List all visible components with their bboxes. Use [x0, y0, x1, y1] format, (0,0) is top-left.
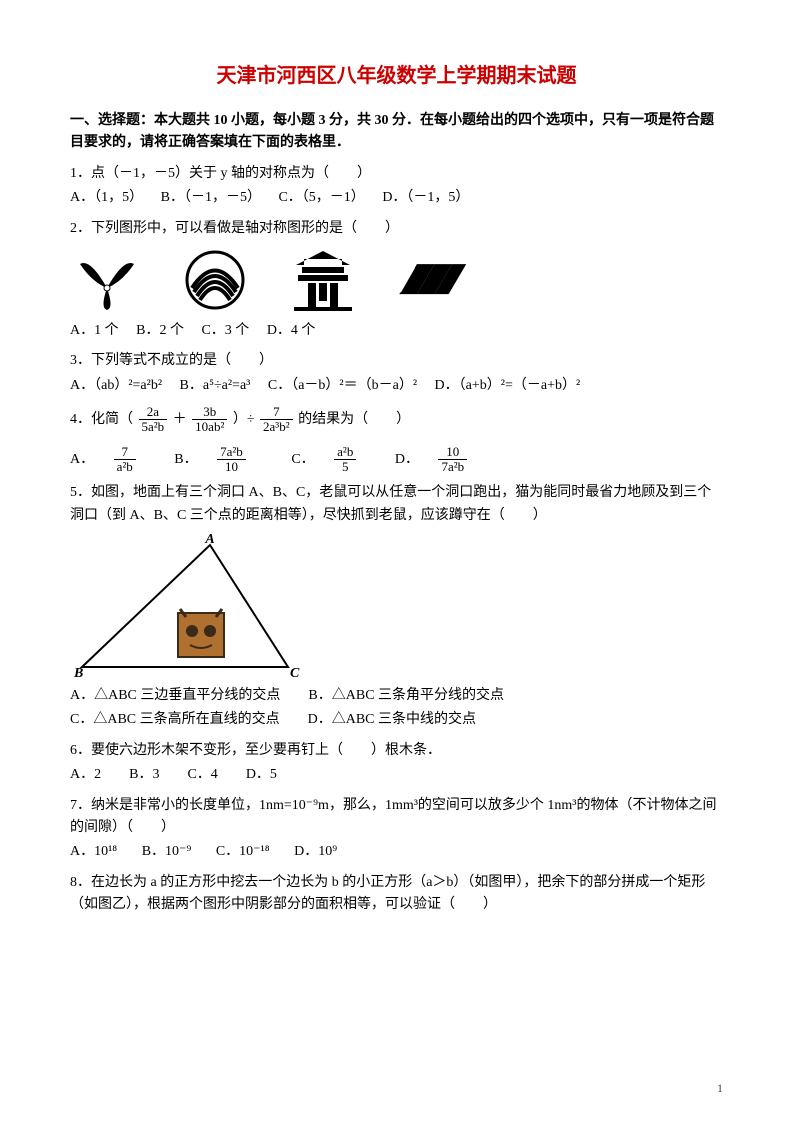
q4-opt-b-label: B．	[174, 452, 197, 467]
q5-options-row1: A．△ABC 三边垂直平分线的交点 B．△ABC 三条角平分线的交点	[70, 685, 723, 707]
q7-stem: 7．纳米是非常小的长度单位，1nm=10⁻⁹m，那么，1mm³的空间可以放多少个…	[70, 795, 723, 840]
q2-opt-d: D．4 个	[267, 323, 316, 338]
q5-opt-d: D．△ABC 三条中线的交点	[308, 712, 476, 727]
q4-opt-a: 7a²b	[114, 445, 150, 475]
q5-figure: A B C	[70, 533, 300, 683]
q6-opt-b: B．3	[129, 767, 159, 782]
q6-options: A．2 B．3 C．4 D．5	[70, 764, 723, 786]
q2-options: A．1 个 B．2 个 C．3 个 D．4 个	[70, 320, 723, 342]
q7-opt-b: B．10⁻⁹	[142, 844, 192, 859]
q2-opt-a: A．1 个	[70, 323, 119, 338]
q2-opt-b: B．2 个	[136, 323, 184, 338]
q6-opt-c: C．4	[187, 767, 217, 782]
section-heading: 一、选择题：本大题共 10 小题，每小题 3 分，共 30 分．在每小题给出的四…	[70, 110, 723, 155]
q4-stem-post: 的结果为（ ）	[298, 412, 410, 427]
q4-stem-mid: ）÷	[233, 412, 255, 427]
question-5: 5．如图，地面上有三个洞口 A、B、C，老鼠可以从任意一个洞口跑出，猫为能同时最…	[70, 482, 723, 732]
question-8: 8．在边长为 a 的正方形中挖去一个边长为 b 的小正方形（a＞b）（如图甲），…	[70, 872, 723, 917]
tri-label-a: A	[204, 533, 214, 547]
q4-opt-c: a²b5	[334, 445, 370, 475]
q4-frac-1: 2a5a²b	[139, 405, 168, 435]
q4-stem-pre: 4．化简（	[70, 412, 133, 427]
q7-opt-c: C．10⁻¹⁸	[216, 844, 270, 859]
q4-frac-3: 72a³b²	[260, 405, 293, 435]
tri-label-b: B	[73, 666, 83, 681]
q6-opt-a: A．2	[70, 767, 101, 782]
q1-opt-a: A．（1，5）	[70, 190, 143, 205]
question-7: 7．纳米是非常小的长度单位，1nm=10⁻⁹m，那么，1mm³的空间可以放多少个…	[70, 795, 723, 864]
q5-opt-c: C．△ABC 三条高所在直线的交点	[70, 712, 280, 727]
q3-stem: 3．下列等式不成立的是（ ）	[70, 350, 723, 372]
q3-opt-c: C．（a－b）²＝（b－a）²	[268, 378, 417, 393]
q2-figures	[70, 246, 723, 314]
question-2: 2．下列图形中，可以看做是轴对称图形的是（ ）	[70, 218, 723, 343]
q3-options: A．（ab）²=a²b² B．a⁵÷a²=a³ C．（a－b）²＝（b－a）² …	[70, 375, 723, 397]
q2-fig-2	[178, 246, 252, 314]
q1-opt-c: C．（5，－1）	[278, 190, 364, 205]
q7-options: A．10¹⁸ B．10⁻⁹ C．10⁻¹⁸ D．10⁹	[70, 841, 723, 863]
q5-options-row2: C．△ABC 三条高所在直线的交点 D．△ABC 三条中线的交点	[70, 709, 723, 731]
q1-opt-d: D．（－1，5）	[382, 190, 469, 205]
q6-stem: 6．要使六边形木架不变形，至少要再钉上（ ）根木条．	[70, 740, 723, 762]
question-3: 3．下列等式不成立的是（ ） A．（ab）²=a²b² B．a⁵÷a²=a³ C…	[70, 350, 723, 397]
q4-opt-b: 7a²b10	[217, 445, 260, 475]
question-1: 1．点（－1，－5）关于 y 轴的对称点为（ ） A．（1，5） B．（－1，－…	[70, 163, 723, 210]
q4-plus: ＋	[173, 412, 187, 427]
q6-opt-d: D．5	[246, 767, 277, 782]
q3-opt-b: B．a⁵÷a²=a³	[180, 378, 251, 393]
q7-opt-a: A．10¹⁸	[70, 844, 117, 859]
q2-fig-1	[70, 246, 144, 314]
q4-opt-a-label: A．	[70, 452, 94, 467]
q2-fig-3	[286, 246, 360, 314]
q3-opt-d: D．（a+b）²=（－a+b）²	[435, 378, 581, 393]
q3-opt-a: A．（ab）²=a²b²	[70, 378, 162, 393]
q2-opt-c: C．3 个	[201, 323, 249, 338]
page-number: 1	[717, 1079, 723, 1098]
q4-options: A． 7a²b B． 7a²b10 C． a²b5 D． 107a²b	[70, 445, 723, 475]
question-4: 4．化简（ 2a5a²b ＋ 3b10ab² ）÷ 72a³b² 的结果为（ ）…	[70, 405, 723, 474]
q4-stem: 4．化简（ 2a5a²b ＋ 3b10ab² ）÷ 72a³b² 的结果为（ ）	[70, 405, 723, 435]
q4-opt-c-label: C．	[291, 452, 314, 467]
question-6: 6．要使六边形木架不变形，至少要再钉上（ ）根木条． A．2 B．3 C．4 D…	[70, 740, 723, 787]
q4-opt-d-label: D．	[395, 452, 419, 467]
q1-stem: 1．点（－1，－5）关于 y 轴的对称点为（ ）	[70, 163, 723, 185]
tri-label-c: C	[290, 666, 300, 681]
q5-stem: 5．如图，地面上有三个洞口 A、B、C，老鼠可以从任意一个洞口跑出，猫为能同时最…	[70, 482, 723, 527]
q2-fig-4	[394, 246, 468, 314]
q4-opt-d: 107a²b	[438, 445, 481, 475]
page-title: 天津市河西区八年级数学上学期期末试题	[70, 60, 723, 92]
q5-opt-b: B．△ABC 三条角平分线的交点	[308, 688, 504, 703]
q2-stem: 2．下列图形中，可以看做是轴对称图形的是（ ）	[70, 218, 723, 240]
q7-opt-d: D．10⁹	[294, 844, 337, 859]
q1-options: A．（1，5） B．（－1，－5） C．（5，－1） D．（－1，5）	[70, 187, 723, 209]
q5-opt-a: A．△ABC 三边垂直平分线的交点	[70, 688, 280, 703]
q8-stem: 8．在边长为 a 的正方形中挖去一个边长为 b 的小正方形（a＞b）（如图甲），…	[70, 872, 723, 917]
q1-opt-b: B．（－1，－5）	[161, 190, 261, 205]
q4-frac-2: 3b10ab²	[192, 405, 227, 435]
